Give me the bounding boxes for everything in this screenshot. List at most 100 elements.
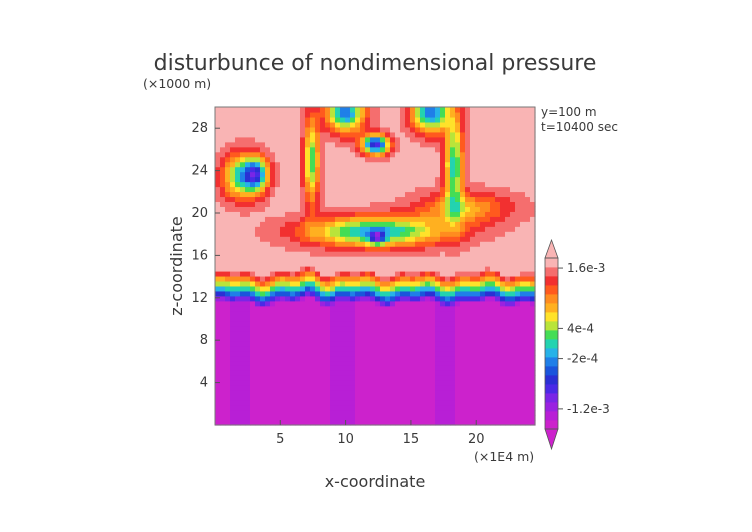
contour-cell <box>365 340 371 347</box>
contour-cell <box>460 221 466 227</box>
contour-cell <box>410 166 416 173</box>
contour-cell <box>285 126 291 133</box>
contour-cell <box>385 261 391 267</box>
contour-cell <box>380 161 386 168</box>
contour-cell <box>240 335 246 342</box>
contour-cell <box>220 151 226 158</box>
contour-cell <box>230 345 236 352</box>
contour-cell <box>420 251 426 257</box>
contour-cell <box>380 116 386 123</box>
contour-cell <box>430 246 436 252</box>
contour-cell <box>380 410 386 416</box>
contour-cell <box>300 186 306 193</box>
contour-cell <box>395 320 401 327</box>
contour-cell <box>390 181 396 188</box>
contour-cell <box>455 300 461 307</box>
contour-cell <box>365 201 371 207</box>
contour-cell <box>220 345 226 352</box>
contour-cell <box>240 196 246 203</box>
contour-cell <box>365 275 371 282</box>
contour-cell <box>325 355 331 362</box>
contour-cell <box>295 231 301 237</box>
contour-cell <box>380 345 386 352</box>
contour-cell <box>325 186 331 193</box>
contour-cell <box>345 370 351 376</box>
contour-cell <box>235 385 241 391</box>
contour-cell <box>325 270 331 277</box>
contour-cell <box>485 325 491 332</box>
contour-cell <box>235 121 241 128</box>
contour-cell <box>435 146 441 153</box>
contour-cell <box>490 395 496 401</box>
contour-cell <box>470 246 476 252</box>
contour-cell <box>320 231 326 237</box>
contour-cell <box>415 191 421 198</box>
contour-cell <box>305 236 311 242</box>
contour-cell <box>395 236 401 242</box>
contour-cell <box>395 395 401 401</box>
contour-cell <box>215 370 221 376</box>
contour-cell <box>355 360 361 366</box>
contour-cell <box>455 290 461 297</box>
contour-cell <box>235 345 241 352</box>
contour-cell <box>285 166 291 173</box>
contour-cell <box>245 107 251 113</box>
contour-cell <box>405 360 411 366</box>
contour-cell <box>335 261 341 267</box>
contour-cell <box>475 156 481 163</box>
contour-cell <box>470 226 476 232</box>
contour-cell <box>330 360 336 366</box>
contour-cell <box>225 375 231 381</box>
contour-cell <box>270 400 276 406</box>
contour-cell <box>510 151 516 158</box>
contour-cell <box>500 141 506 148</box>
contour-cell <box>245 410 251 416</box>
contour-cell <box>285 186 291 193</box>
contour-cell <box>315 141 321 148</box>
contour-cell <box>485 186 491 193</box>
contour-cell <box>255 390 261 396</box>
contour-cell <box>360 400 366 406</box>
contour-cell <box>410 171 416 178</box>
contour-cell <box>365 236 371 242</box>
contour-cell <box>420 355 426 362</box>
contour-cell <box>420 181 426 188</box>
contour-cell <box>290 415 296 421</box>
contour-cell <box>520 390 526 396</box>
contour-cell <box>340 131 346 138</box>
contour-cell <box>310 231 316 237</box>
contour-cell <box>405 355 411 362</box>
contour-cell <box>330 280 336 287</box>
contour-cell <box>225 141 231 148</box>
contour-cell <box>480 251 486 257</box>
contour-cell <box>410 325 416 332</box>
contour-cell <box>485 365 491 371</box>
contour-cell <box>470 256 476 262</box>
contour-cell <box>345 340 351 347</box>
contour-cell <box>410 290 416 297</box>
contour-cell <box>470 305 476 312</box>
contour-cell <box>360 231 366 237</box>
contour-cell <box>400 151 406 158</box>
contour-cell <box>345 146 351 153</box>
contour-cell <box>480 107 486 113</box>
contour-cell <box>350 107 356 113</box>
contour-cell <box>450 191 456 198</box>
contour-cell <box>365 226 371 232</box>
contour-cell <box>350 171 356 178</box>
contour-cell <box>225 146 231 153</box>
contour-cell <box>350 161 356 168</box>
contour-cell <box>230 206 236 212</box>
contour-cell <box>505 107 511 113</box>
contour-cell <box>380 330 386 337</box>
contour-cell <box>445 161 451 168</box>
contour-cell <box>460 156 466 163</box>
contour-cell <box>510 420 516 426</box>
contour-cell <box>255 171 261 178</box>
contour-cell <box>365 186 371 193</box>
contour-cell <box>385 330 391 337</box>
contour-cell <box>450 355 456 362</box>
contour-cell <box>320 350 326 357</box>
contour-cell <box>355 226 361 232</box>
contour-cell <box>265 251 271 257</box>
